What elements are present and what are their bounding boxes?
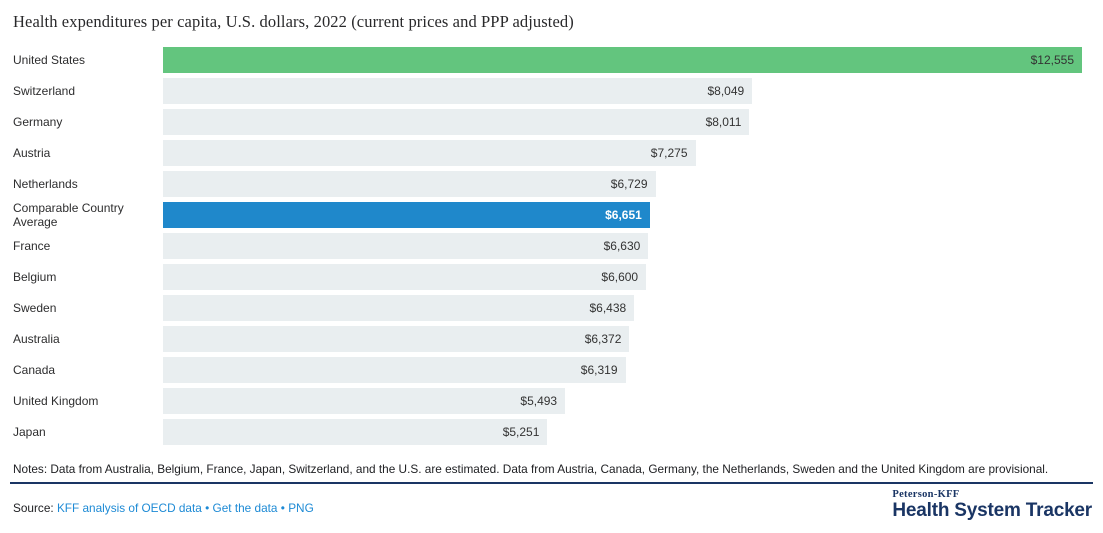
country-label: France bbox=[13, 238, 51, 253]
bar-value: $8,011 bbox=[705, 114, 742, 129]
country-label: United Kingdom bbox=[13, 393, 99, 408]
bar-row: Sweden $6,438 bbox=[0, 292, 1103, 323]
country-label: Canada bbox=[13, 362, 56, 377]
health-system-tracker-logo[interactable]: Peterson-KFF Health System Tracker bbox=[892, 489, 1092, 521]
bar-value: $6,372 bbox=[584, 331, 622, 346]
bar-value: $5,493 bbox=[520, 393, 558, 408]
bar-chart: United States $12,555 Switzerland $8,049… bbox=[0, 44, 1103, 447]
source-link-get-the-data[interactable]: Get the data bbox=[212, 501, 278, 515]
bar-row: France $6,630 bbox=[0, 230, 1103, 261]
country-label: Austria bbox=[13, 145, 51, 160]
bar-area: $7,275 bbox=[163, 139, 1103, 166]
country-label: Sweden bbox=[13, 300, 57, 315]
bar[interactable]: $12,555 bbox=[163, 46, 1082, 73]
bar-area: $6,729 bbox=[163, 170, 1103, 197]
bar-value: $8,049 bbox=[707, 83, 745, 98]
divider-line bbox=[10, 482, 1093, 484]
country-label: Comparable Country Average bbox=[13, 200, 124, 229]
bar-area: $5,493 bbox=[163, 387, 1103, 414]
chart-notes: Notes: Data from Australia, Belgium, Fra… bbox=[13, 462, 1049, 476]
bar-value: $5,251 bbox=[502, 424, 540, 439]
bar[interactable]: $6,438 bbox=[163, 294, 635, 321]
bar[interactable]: $6,651 bbox=[163, 201, 650, 228]
bar[interactable]: $6,372 bbox=[163, 325, 630, 352]
bar-value: $6,600 bbox=[601, 269, 639, 284]
bar-row: Austria $7,275 bbox=[0, 137, 1103, 168]
bar[interactable]: $6,600 bbox=[163, 263, 647, 290]
bar-row: Netherlands $6,729 bbox=[0, 168, 1103, 199]
bar-area: $5,251 bbox=[163, 418, 1103, 445]
source-line: Source: KFF analysis of OECD data • Get … bbox=[13, 501, 314, 515]
bar-area: $6,372 bbox=[163, 325, 1103, 352]
bar[interactable]: $5,251 bbox=[163, 418, 548, 445]
bar[interactable]: $8,011 bbox=[163, 108, 750, 135]
bar-area: $6,600 bbox=[163, 263, 1103, 290]
bar-row: United Kingdom $5,493 bbox=[0, 385, 1103, 416]
bar-area: $6,651 bbox=[163, 201, 1103, 228]
country-label: Netherlands bbox=[13, 176, 78, 191]
bar-value: $6,630 bbox=[603, 238, 641, 253]
country-label: Germany bbox=[13, 114, 63, 129]
bar-row: Switzerland $8,049 bbox=[0, 75, 1103, 106]
bar[interactable]: $5,493 bbox=[163, 387, 566, 414]
bar-value: $6,729 bbox=[610, 176, 648, 191]
source-link-png[interactable]: PNG bbox=[288, 501, 314, 515]
chart-title: Health expenditures per capita, U.S. dol… bbox=[13, 12, 574, 31]
bar[interactable]: $8,049 bbox=[163, 77, 753, 104]
bar-area: $8,011 bbox=[163, 108, 1103, 135]
bar[interactable]: $7,275 bbox=[163, 139, 696, 166]
bar-value: $6,438 bbox=[589, 300, 627, 315]
bar[interactable]: $6,630 bbox=[163, 232, 649, 259]
bar-row: United States $12,555 bbox=[0, 44, 1103, 75]
bar-row: Germany $8,011 bbox=[0, 106, 1103, 137]
bar-value: $12,555 bbox=[1030, 52, 1074, 67]
bar-value: $7,275 bbox=[650, 145, 688, 160]
bar-value: $6,319 bbox=[580, 362, 618, 377]
chart-footer: Source: KFF analysis of OECD data • Get … bbox=[13, 487, 1092, 521]
bar-row: Australia $6,372 bbox=[0, 323, 1103, 354]
bullet-separator: • bbox=[205, 501, 210, 515]
logo-health-system-tracker-text: Health System Tracker bbox=[892, 500, 1092, 521]
bar-area: $6,319 bbox=[163, 356, 1103, 383]
bullet-separator: • bbox=[280, 501, 285, 515]
source-label: Source: bbox=[13, 501, 54, 515]
bar[interactable]: $6,319 bbox=[163, 356, 626, 383]
bar-value: $6,651 bbox=[605, 207, 642, 222]
country-label: Japan bbox=[13, 424, 46, 439]
bar-area: $12,555 bbox=[163, 46, 1103, 73]
country-label: Switzerland bbox=[13, 83, 76, 98]
country-label: Belgium bbox=[13, 269, 57, 284]
bar-row: Canada $6,319 bbox=[0, 354, 1103, 385]
source-link-kff-analysis[interactable]: KFF analysis of OECD data bbox=[56, 501, 202, 515]
bar-row: Japan $5,251 bbox=[0, 416, 1103, 447]
bar-row: Belgium $6,600 bbox=[0, 261, 1103, 292]
bar-area: $8,049 bbox=[163, 77, 1103, 104]
country-label: Australia bbox=[13, 331, 60, 346]
bar-area: $6,438 bbox=[163, 294, 1103, 321]
logo-peterson-kff-text: Peterson-KFF bbox=[892, 489, 960, 500]
bar-area: $6,630 bbox=[163, 232, 1103, 259]
country-label: United States bbox=[13, 52, 86, 67]
bar-row: Comparable Country Average $6,651 bbox=[0, 199, 1103, 230]
bar[interactable]: $6,729 bbox=[163, 170, 656, 197]
